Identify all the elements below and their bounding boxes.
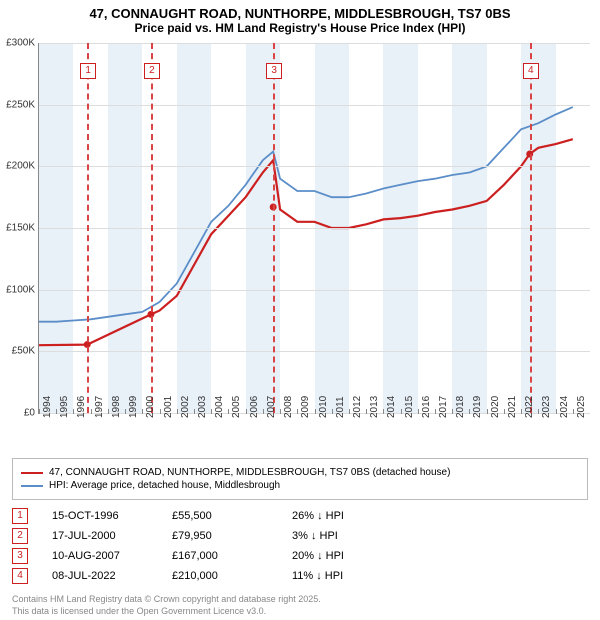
footer-attribution: Contains HM Land Registry data © Crown c… bbox=[12, 594, 588, 617]
x-tick-label: 1996 bbox=[76, 396, 87, 418]
sale-price: £55,500 bbox=[172, 510, 292, 522]
sale-idx-box: 4 bbox=[12, 568, 28, 584]
x-tick-label: 1998 bbox=[111, 396, 122, 418]
x-tick-label: 2017 bbox=[438, 396, 449, 418]
x-tick-label: 2023 bbox=[541, 396, 552, 418]
sale-vline bbox=[530, 43, 532, 413]
sale-pct-vs-hpi: 3% ↓ HPI bbox=[292, 530, 588, 542]
sale-pct-vs-hpi: 26% ↓ HPI bbox=[292, 510, 588, 522]
sale-marker-3: 3 bbox=[266, 63, 282, 79]
x-tick-label: 2008 bbox=[283, 396, 294, 418]
x-tick-label: 2024 bbox=[559, 396, 570, 418]
x-tick-label: 2012 bbox=[352, 396, 363, 418]
chart-title: 47, CONNAUGHT ROAD, NUNTHORPE, MIDDLESBR… bbox=[0, 0, 600, 21]
legend-label: 47, CONNAUGHT ROAD, NUNTHORPE, MIDDLESBR… bbox=[49, 467, 450, 478]
legend-item: HPI: Average price, detached house, Midd… bbox=[21, 480, 579, 491]
x-tick-label: 2000 bbox=[145, 396, 156, 418]
x-tick-label: 2005 bbox=[231, 396, 242, 418]
sale-idx-box: 3 bbox=[12, 548, 28, 564]
y-tick-label: £0 bbox=[24, 408, 35, 419]
x-tick-label: 2010 bbox=[318, 396, 329, 418]
sale-pct-vs-hpi: 11% ↓ HPI bbox=[292, 570, 588, 582]
x-tick-label: 2020 bbox=[490, 396, 501, 418]
x-tick-label: 2003 bbox=[197, 396, 208, 418]
y-tick-label: £250K bbox=[6, 99, 35, 110]
x-tick-label: 2009 bbox=[300, 396, 311, 418]
x-tick-label: 2014 bbox=[386, 396, 397, 418]
legend-label: HPI: Average price, detached house, Midd… bbox=[49, 480, 280, 491]
y-tick-label: £50K bbox=[12, 346, 35, 357]
sale-pct-vs-hpi: 20% ↓ HPI bbox=[292, 550, 588, 562]
sale-date: 15-OCT-1996 bbox=[52, 510, 172, 522]
sale-idx-box: 2 bbox=[12, 528, 28, 544]
sales-row: 3 10-AUG-2007£167,00020% ↓ HPI bbox=[12, 548, 588, 564]
x-tick-label: 2016 bbox=[421, 396, 432, 418]
footer-line-2: This data is licensed under the Open Gov… bbox=[12, 606, 588, 618]
legend-swatch bbox=[21, 472, 43, 474]
x-tick-label: 2002 bbox=[180, 396, 191, 418]
sale-price: £210,000 bbox=[172, 570, 292, 582]
x-tick-label: 1995 bbox=[59, 396, 70, 418]
legend: 47, CONNAUGHT ROAD, NUNTHORPE, MIDDLESBR… bbox=[12, 458, 588, 500]
x-tick-label: 2013 bbox=[369, 396, 380, 418]
sale-date: 10-AUG-2007 bbox=[52, 550, 172, 562]
sale-marker-2: 2 bbox=[144, 63, 160, 79]
x-tick-label: 2022 bbox=[524, 396, 535, 418]
y-tick-label: £150K bbox=[6, 223, 35, 234]
sales-row: 4 08-JUL-2022£210,00011% ↓ HPI bbox=[12, 568, 588, 584]
sale-marker-1: 1 bbox=[80, 63, 96, 79]
sale-idx-box: 1 bbox=[12, 508, 28, 524]
sale-price: £167,000 bbox=[172, 550, 292, 562]
sale-date: 08-JUL-2022 bbox=[52, 570, 172, 582]
sale-marker-4: 4 bbox=[523, 63, 539, 79]
x-tick-label: 2006 bbox=[249, 396, 260, 418]
x-tick-label: 2004 bbox=[214, 396, 225, 418]
sale-vline bbox=[87, 43, 89, 413]
footer-line-1: Contains HM Land Registry data © Crown c… bbox=[12, 594, 588, 606]
sales-row: 1 15-OCT-1996£55,50026% ↓ HPI bbox=[12, 508, 588, 524]
sale-date: 17-JUL-2000 bbox=[52, 530, 172, 542]
legend-swatch bbox=[21, 485, 43, 487]
sale-price: £79,950 bbox=[172, 530, 292, 542]
x-tick-label: 2021 bbox=[507, 396, 518, 418]
x-tick-label: 2025 bbox=[576, 396, 587, 418]
x-tick-label: 1994 bbox=[42, 396, 53, 418]
sale-vline bbox=[273, 43, 275, 413]
sale-vline bbox=[151, 43, 153, 413]
x-tick-label: 2001 bbox=[163, 396, 174, 418]
x-tick-label: 1997 bbox=[94, 396, 105, 418]
chart-subtitle: Price paid vs. HM Land Registry's House … bbox=[0, 21, 600, 35]
x-axis-labels: 1994199519961997199819992000200120022003… bbox=[38, 414, 590, 454]
x-tick-label: 2019 bbox=[472, 396, 483, 418]
sales-row: 2 17-JUL-2000£79,9503% ↓ HPI bbox=[12, 528, 588, 544]
chart-plot-area: £0£50K£100K£150K£200K£250K£300K1234 bbox=[38, 43, 590, 414]
x-tick-label: 2018 bbox=[455, 396, 466, 418]
x-tick-label: 1999 bbox=[128, 396, 139, 418]
y-tick-label: £100K bbox=[6, 284, 35, 295]
legend-item: 47, CONNAUGHT ROAD, NUNTHORPE, MIDDLESBR… bbox=[21, 467, 579, 478]
x-tick-label: 2007 bbox=[266, 396, 277, 418]
sales-table: 1 15-OCT-1996£55,50026% ↓ HPI 2 17-JUL-2000… bbox=[12, 508, 588, 584]
y-tick-label: £300K bbox=[6, 38, 35, 49]
x-tick-label: 2015 bbox=[404, 396, 415, 418]
x-tick-label: 2011 bbox=[335, 396, 346, 418]
y-tick-label: £200K bbox=[6, 161, 35, 172]
